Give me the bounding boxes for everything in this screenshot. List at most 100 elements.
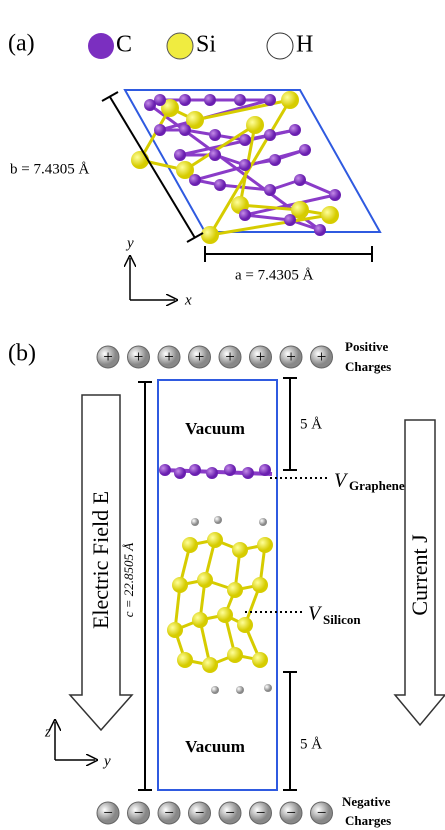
si-atom bbox=[172, 577, 188, 593]
si-atom bbox=[252, 652, 268, 668]
axis-label: y bbox=[102, 753, 111, 769]
c-atom bbox=[294, 174, 306, 186]
charge-sign: + bbox=[286, 347, 296, 366]
si-atom bbox=[227, 582, 243, 598]
charge-label: Positive bbox=[345, 339, 389, 354]
legend-si bbox=[167, 33, 193, 59]
c-dimension bbox=[138, 382, 152, 790]
c-atom bbox=[204, 94, 216, 106]
h-atom bbox=[214, 516, 222, 524]
charge-sign: − bbox=[103, 803, 113, 822]
c-atom bbox=[289, 124, 301, 136]
charge-sign: − bbox=[256, 803, 266, 822]
bond bbox=[245, 215, 290, 220]
figure: (a) C Si H b = 7.4305 Å a = 7.4305 Å y x… bbox=[0, 0, 445, 830]
legend-label: C bbox=[116, 32, 132, 58]
c-atom bbox=[159, 464, 171, 476]
legend-label: H bbox=[296, 32, 313, 58]
axes-a bbox=[130, 258, 175, 300]
si-atom bbox=[207, 532, 223, 548]
si-atom bbox=[257, 537, 273, 553]
si-atom bbox=[252, 577, 268, 593]
si-atom bbox=[232, 542, 248, 558]
charge-label: Charges bbox=[345, 359, 391, 374]
si-atom bbox=[182, 537, 198, 553]
legend-label: Si bbox=[196, 32, 216, 58]
h-atom bbox=[236, 686, 244, 694]
c-label: c = 22.8505 Å bbox=[121, 543, 136, 618]
charge-sign: + bbox=[195, 347, 205, 366]
gap-label: 5 Å bbox=[300, 736, 322, 752]
axis-label: y bbox=[125, 235, 134, 251]
c-atom bbox=[329, 189, 341, 201]
vacuum-label: Vacuum bbox=[185, 419, 245, 438]
vacuum-label: Vacuum bbox=[185, 737, 245, 756]
charge-sign: + bbox=[134, 347, 144, 366]
charge-sign: + bbox=[256, 347, 266, 366]
v-subscript: Graphene bbox=[349, 478, 405, 493]
c-atom bbox=[234, 94, 246, 106]
c-atom bbox=[264, 94, 276, 106]
panel-label: (b) bbox=[8, 341, 36, 367]
current-label: Current J bbox=[407, 534, 432, 616]
v-symbol: V bbox=[308, 603, 323, 625]
c-atom bbox=[214, 179, 226, 191]
si-atom bbox=[177, 652, 193, 668]
c-atom bbox=[239, 134, 251, 146]
c-atom bbox=[239, 209, 251, 221]
charge-label: Negative bbox=[342, 794, 391, 809]
si-atom bbox=[197, 572, 213, 588]
si-atom bbox=[237, 617, 253, 633]
charge-sign: − bbox=[164, 803, 174, 822]
positive-charges: + + + + + + + + bbox=[97, 346, 333, 368]
si-atom bbox=[201, 226, 219, 244]
a-dimension bbox=[205, 246, 372, 262]
c-atom bbox=[264, 184, 276, 196]
si-atom bbox=[321, 206, 339, 224]
atoms bbox=[131, 91, 341, 244]
c-atom bbox=[179, 124, 191, 136]
field-label: Electric Field E bbox=[88, 491, 113, 629]
h-atom bbox=[259, 518, 267, 526]
c-atom bbox=[189, 174, 201, 186]
gap-label: 5 Å bbox=[300, 416, 322, 432]
legend-h bbox=[267, 33, 293, 59]
si-atom bbox=[227, 647, 243, 663]
gap-brackets bbox=[283, 378, 297, 790]
c-atom bbox=[206, 467, 218, 479]
axes-b bbox=[55, 722, 95, 760]
bond bbox=[180, 130, 295, 155]
c-atom bbox=[314, 224, 326, 236]
charge-sign: + bbox=[317, 347, 327, 366]
c-atom bbox=[224, 464, 236, 476]
legend-c bbox=[88, 33, 114, 59]
si-atom bbox=[281, 91, 299, 109]
h-atom bbox=[264, 684, 272, 692]
si-atom bbox=[131, 151, 149, 169]
charge-sign: − bbox=[134, 803, 144, 822]
c-atom bbox=[259, 464, 271, 476]
a-label: a = 7.4305 Å bbox=[235, 267, 314, 283]
c-atom bbox=[179, 94, 191, 106]
c-atom bbox=[299, 144, 311, 156]
c-atom bbox=[189, 464, 201, 476]
c-atom bbox=[239, 159, 251, 171]
charge-sign: − bbox=[317, 803, 327, 822]
c-atom bbox=[174, 149, 186, 161]
c-atom bbox=[144, 99, 156, 111]
c-atom bbox=[174, 467, 186, 479]
bond bbox=[245, 195, 335, 215]
charge-sign: + bbox=[164, 347, 174, 366]
panel-label: (a) bbox=[8, 31, 35, 57]
c-atom bbox=[209, 129, 221, 141]
h-atom bbox=[191, 518, 199, 526]
charge-sign: + bbox=[103, 347, 113, 366]
b-label: b = 7.4305 Å bbox=[10, 161, 89, 177]
c-atom bbox=[269, 154, 281, 166]
slab-atoms bbox=[159, 464, 273, 694]
axis-label: z bbox=[44, 724, 51, 740]
charge-sign: + bbox=[225, 347, 235, 366]
c-atom bbox=[209, 149, 221, 161]
axis-label: x bbox=[184, 292, 192, 308]
h-atom bbox=[211, 686, 219, 694]
